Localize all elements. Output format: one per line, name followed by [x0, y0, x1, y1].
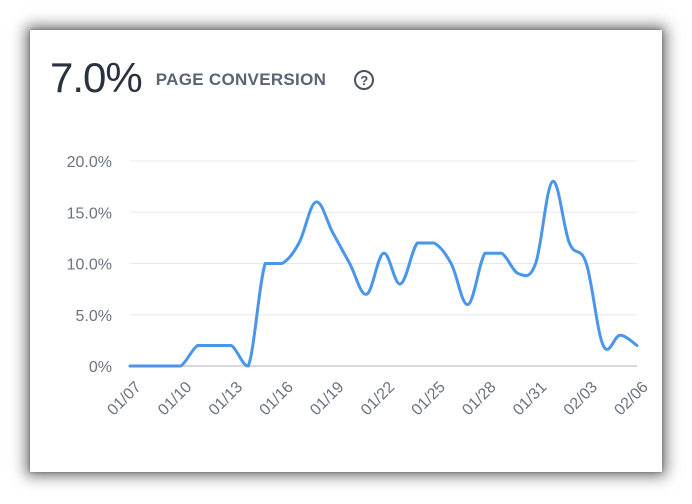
- x-tick-label: 01/10: [155, 379, 195, 419]
- series-line: [128, 179, 639, 368]
- x-tick-label: 01/25: [409, 379, 449, 419]
- x-tick-label: 01/13: [206, 379, 246, 419]
- question-circle-icon[interactable]: ?: [354, 70, 375, 90]
- x-axis-ticks: 01/07 01/10 01/13 01/16 01/19 01/22 01/25 01/28…: [104, 379, 651, 419]
- y-tick-label: 0%: [89, 359, 112, 376]
- conversion-line-chart: 0%5.0%10.0%15.0%20.0% 01/07 01/10 01/13 01/…: [67, 154, 652, 419]
- x-tick-label: 01/16: [257, 379, 297, 419]
- y-tick-label: 5.0%: [76, 308, 112, 325]
- y-tick-label: 20.0%: [67, 154, 112, 171]
- kpi-label: PAGE CONVERSION: [155, 70, 327, 89]
- card-header: 7.0% PAGE CONVERSION ?: [50, 52, 375, 104]
- x-tick-label: 02/06: [611, 379, 651, 419]
- x-tick-label: 01/28: [459, 379, 499, 419]
- x-tick-label: 02/03: [561, 379, 601, 419]
- y-tick-label: 10.0%: [67, 257, 112, 274]
- x-tick-label: 01/07: [104, 379, 144, 419]
- conversion-card: 7.0% PAGE CONVERSION ? 0% 5.0% 10.0% 15.0% 2…: [30, 30, 662, 472]
- y-axis-ticks: 0% 5.0% 10.0% 15.0% 20.0%: [67, 154, 112, 376]
- kpi-value: 7.0%: [50, 54, 143, 101]
- y-tick-label: 15.0%: [67, 205, 112, 222]
- x-tick-label: 01/19: [307, 379, 347, 419]
- series-layer: [128, 179, 639, 368]
- grid-lines: [130, 160, 637, 367]
- x-tick-label: 01/22: [358, 379, 398, 419]
- x-tick-label: 01/31: [510, 379, 550, 419]
